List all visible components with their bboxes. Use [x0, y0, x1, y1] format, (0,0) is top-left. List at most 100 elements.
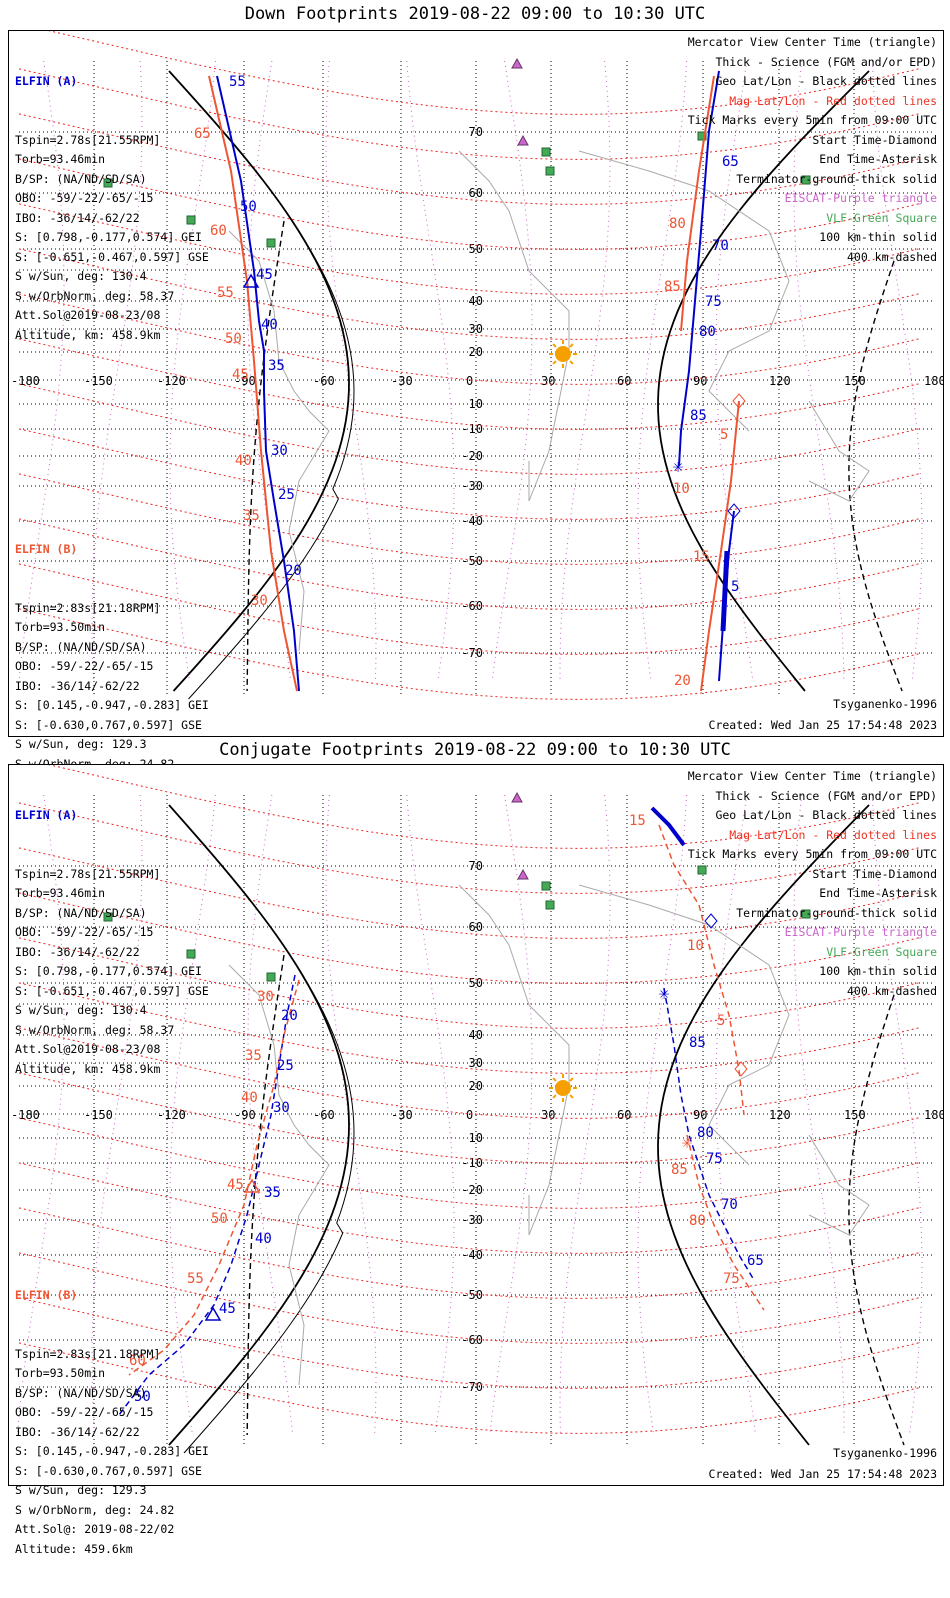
elfin-a-tick-label: 35 [264, 1185, 281, 1201]
center-triangle [243, 1178, 261, 1193]
panel-title-down: Down Footprints 2019-08-22 09:00 to 10:3… [244, 4, 706, 24]
legend-item: 100 km-thin solid [819, 964, 937, 978]
info-line: Tspin=2.78s[21.55RPM] [15, 866, 161, 881]
lon-label: -30 [391, 1108, 413, 1122]
lon-label: 150 [844, 1108, 866, 1122]
start-diamond [727, 503, 741, 519]
lat-label: 60 [469, 186, 483, 200]
info-line: OBO: -59/-22/-65/-15 [15, 925, 154, 939]
elfin-b-header: ELFIN (B) [15, 542, 78, 556]
elfin-b-tick-label: 15 [693, 549, 710, 565]
map-legend: Mercator View Center Time (triangle) Thic… [688, 767, 937, 1001]
elfin-a-lines: Tspin=2.78s[21.55RPM] Torb=93.46min B/SP: … [15, 131, 209, 346]
lon-label: -90 [234, 374, 256, 388]
lon-label: 120 [769, 374, 791, 388]
end-asterisk: ✳ [659, 983, 670, 1004]
elfin-a-science-segment [650, 806, 686, 847]
elfin-b-tick-label: 80 [689, 1213, 706, 1229]
terminator-400km [848, 260, 903, 692]
elfin-a-tick-label: 5 [731, 579, 739, 595]
lon-label: 90 [693, 374, 707, 388]
sun-icon [555, 1080, 571, 1096]
legend-item: Terminator-ground-thick solid [736, 171, 937, 186]
elfin-a-tick-label: 25 [278, 487, 295, 503]
vlf-square [545, 900, 555, 910]
lon-label: 30 [541, 1108, 555, 1122]
coastline [228, 230, 330, 652]
start-diamond [732, 393, 746, 409]
legend-item: Mercator View Center Time (triangle) [687, 769, 937, 783]
legend-item: Start Time-Diamond [812, 866, 937, 881]
map-legend: Mercator View Center Time (triangle) Thic… [688, 33, 937, 267]
panel-title-conjugate: Conjugate Footprints 2019-08-22 09:00 to… [219, 740, 731, 760]
lon-label: -150 [84, 374, 113, 388]
info-line: S w/Sun, deg: 130.4 [15, 269, 147, 283]
elfin-b-tick-label: 85 [671, 1162, 688, 1178]
model-label: Tsyganenko-1996 [833, 697, 937, 711]
vlf-square [801, 909, 811, 919]
mag-meridian [559, 60, 611, 682]
elfin-b-tick-label: 5 [720, 427, 728, 443]
vlf-square [545, 166, 555, 176]
lat-label: -30 [461, 479, 483, 493]
sun-ray [569, 1094, 574, 1099]
legend-item: VLF-Green Square [826, 210, 937, 225]
elfin-b-track [208, 75, 298, 692]
info-line: S: [-0.651,-0.467,0.597] GSE [15, 249, 209, 264]
elfin-a-lines: Tspin=2.78s[21.55RPM] Torb=93.46min B/SP: … [15, 865, 209, 1080]
elfin-b-tick-label: 45 [232, 367, 249, 383]
info-line: S: [-0.630,0.767,0.597] GSE [15, 717, 202, 732]
info-line: IBO: -36/14/-62/22 [15, 944, 140, 959]
info-line: S w/OrbNorm, deg: 58.37 [15, 1022, 175, 1037]
elfin-a-tick-label: 65 [722, 154, 739, 170]
start-diamond [734, 1061, 748, 1077]
elfin-a-tick-label: 30 [271, 443, 288, 459]
legend-item: End Time-Asterisk [819, 886, 937, 900]
elfin-b-tick-label: 30 [251, 593, 268, 609]
info-line: S w/Sun, deg: 129.3 [15, 737, 147, 751]
info-line: S w/Sun, deg: 129.3 [15, 1483, 147, 1497]
terminator-ground [168, 70, 350, 692]
info-line: Torb=93.50min [15, 620, 106, 634]
elfin-b-tick-label: 35 [243, 508, 260, 524]
lat-label: -10 [461, 1156, 483, 1170]
mag-meridian [406, 794, 455, 1436]
lon-label: -90 [234, 1108, 256, 1122]
info-line: Altitude, km: 458.9km [15, 327, 161, 342]
elfin-a-track [216, 75, 300, 692]
lat-label: -40 [461, 1248, 483, 1262]
elfin-a-tick-label: 50 [240, 199, 257, 215]
info-line: OBO: -59/-22/-65/-15 [15, 659, 154, 673]
lon-label: 60 [617, 374, 631, 388]
info-line: S: [0.798,-0.177,0.574] GEI [15, 964, 202, 978]
sun-ray [552, 360, 557, 365]
lat-label: 70 [469, 125, 483, 139]
center-triangle [242, 273, 260, 288]
elfin-b-tick-label: 50 [225, 331, 242, 347]
info-line: Tspin=2.83s[21.18RPM] [15, 1346, 161, 1361]
conjugate-footprints-map: -180 -150 -120 -90 -60 -30 0 30 60 90 120 150 180 70 6… [8, 764, 944, 1556]
vlf-square [103, 178, 113, 188]
lat-label: -50 [461, 554, 483, 568]
elfin-a-tick-label: 80 [697, 1125, 714, 1141]
lon-label: -60 [313, 374, 335, 388]
terminator-ground [168, 804, 350, 1446]
lon-label: -150 [84, 1108, 113, 1122]
lat-label: 10 [469, 397, 483, 411]
lon-label: 30 [541, 374, 555, 388]
lat-label: -40 [461, 514, 483, 528]
info-line: S w/OrbNorm, deg: 58.37 [15, 288, 175, 303]
terminator-ground [657, 804, 870, 1446]
sun-ray [569, 343, 574, 348]
mag-meridian [637, 60, 688, 682]
elfin-b-tick-label: 35 [245, 1048, 262, 1064]
lat-label: -60 [461, 1333, 483, 1347]
mag-meridian [559, 794, 611, 1436]
lat-label: 70 [469, 859, 483, 873]
info-line: Torb=93.46min [15, 152, 106, 166]
lon-label: -120 [157, 374, 186, 388]
info-line: S w/OrbNorm, deg: 24.82 [15, 1502, 175, 1517]
terminator-100km [188, 228, 355, 700]
info-line: Att.Sol@2019-08-23/08 [15, 308, 161, 322]
info-line: B/SP: (NA/ND/SD/SA) [15, 171, 147, 186]
